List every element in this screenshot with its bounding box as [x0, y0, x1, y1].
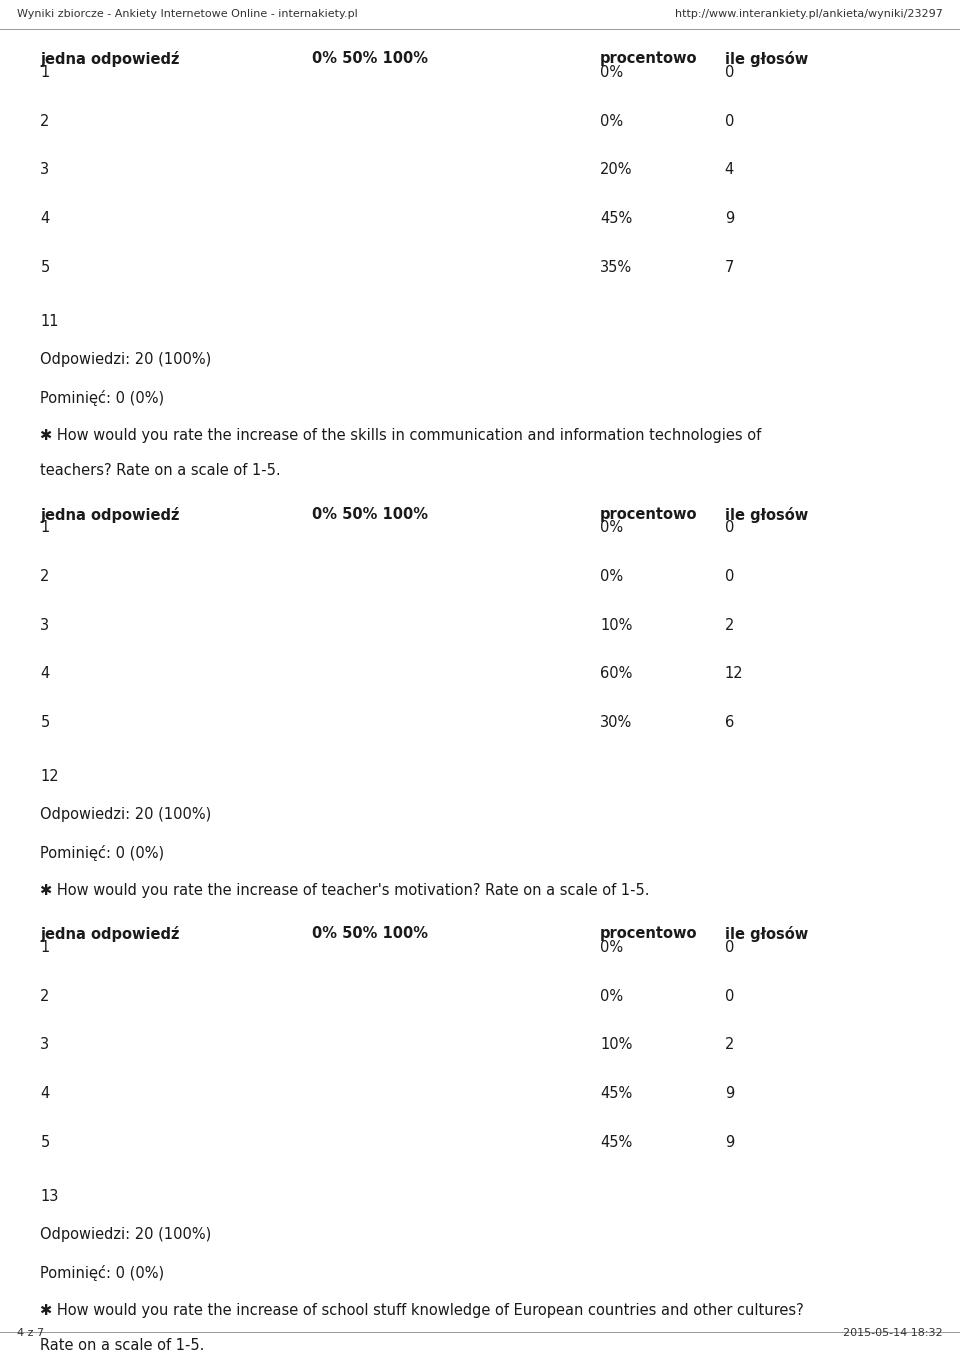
- Text: 2: 2: [40, 569, 50, 584]
- Text: Wyniki zbiorcze - Ankiety Internetowe Online - internakiety.pl: Wyniki zbiorcze - Ankiety Internetowe On…: [17, 9, 358, 19]
- Text: Pominięć: 0 (0%): Pominięć: 0 (0%): [40, 1265, 164, 1281]
- Text: ✱ How would you rate the increase of the skills in communication and information: ✱ How would you rate the increase of the…: [40, 428, 761, 443]
- Text: 4: 4: [40, 211, 50, 226]
- Text: Odpowiedzi: 20 (100%): Odpowiedzi: 20 (100%): [40, 352, 211, 367]
- Text: 0%: 0%: [600, 114, 623, 129]
- Text: 4: 4: [725, 162, 734, 177]
- Text: ile głosów: ile głosów: [725, 926, 808, 942]
- Text: jedna odpowiedź: jedna odpowiedź: [40, 51, 180, 68]
- Text: 0% 50% 100%: 0% 50% 100%: [312, 926, 427, 941]
- Text: Rate on a scale of 1-5.: Rate on a scale of 1-5.: [40, 1338, 204, 1353]
- Text: 3: 3: [40, 617, 50, 632]
- Text: jedna odpowiedź: jedna odpowiedź: [40, 506, 180, 523]
- Text: 9: 9: [725, 211, 734, 226]
- Text: 12: 12: [725, 666, 743, 681]
- Text: 60%: 60%: [600, 666, 633, 681]
- Text: Odpowiedzi: 20 (100%): Odpowiedzi: 20 (100%): [40, 807, 211, 822]
- Text: 0% 50% 100%: 0% 50% 100%: [312, 506, 427, 521]
- Text: procentowo: procentowo: [600, 51, 698, 66]
- Text: ile głosów: ile głosów: [725, 506, 808, 523]
- Text: 30%: 30%: [600, 715, 633, 730]
- Text: 6: 6: [725, 715, 734, 730]
- Text: 12: 12: [40, 769, 59, 784]
- Text: 45%: 45%: [600, 211, 633, 226]
- Text: 5: 5: [40, 1135, 50, 1150]
- Text: 35%: 35%: [600, 260, 632, 275]
- Text: 2015-05-14 18:32: 2015-05-14 18:32: [843, 1328, 943, 1338]
- Text: 0% 50% 100%: 0% 50% 100%: [312, 51, 427, 66]
- Text: 3: 3: [40, 162, 50, 177]
- Text: 13: 13: [40, 1189, 59, 1204]
- Text: ✱ How would you rate the increase of teacher's motivation? Rate on a scale of 1-: ✱ How would you rate the increase of tea…: [40, 883, 650, 898]
- Text: 9: 9: [725, 1086, 734, 1101]
- Text: 0: 0: [725, 114, 734, 129]
- Text: 1: 1: [40, 65, 50, 80]
- Text: 0: 0: [725, 940, 734, 955]
- Text: 45%: 45%: [600, 1135, 633, 1150]
- Text: procentowo: procentowo: [600, 926, 698, 941]
- Text: teachers? Rate on a scale of 1-5.: teachers? Rate on a scale of 1-5.: [40, 463, 281, 478]
- Text: 0%: 0%: [600, 520, 623, 535]
- Text: 7: 7: [725, 260, 734, 275]
- Text: Odpowiedzi: 20 (100%): Odpowiedzi: 20 (100%): [40, 1227, 211, 1242]
- Text: 4: 4: [40, 666, 50, 681]
- Text: 10%: 10%: [600, 617, 633, 632]
- Text: jedna odpowiedź: jedna odpowiedź: [40, 926, 180, 942]
- Text: 11: 11: [40, 314, 59, 329]
- Text: Pominięć: 0 (0%): Pominięć: 0 (0%): [40, 845, 164, 861]
- Text: 5: 5: [40, 715, 50, 730]
- Text: 0: 0: [725, 520, 734, 535]
- Text: 2: 2: [40, 114, 50, 129]
- Text: 0: 0: [725, 65, 734, 80]
- Text: 9: 9: [725, 1135, 734, 1150]
- Text: 20%: 20%: [600, 162, 633, 177]
- Text: 0%: 0%: [600, 988, 623, 1003]
- Text: 4 z 7: 4 z 7: [17, 1328, 44, 1338]
- Text: 0%: 0%: [600, 65, 623, 80]
- Text: 2: 2: [725, 617, 734, 632]
- Text: http://www.interankiety.pl/ankieta/wyniki/23297: http://www.interankiety.pl/ankieta/wynik…: [675, 9, 943, 19]
- Text: ile głosów: ile głosów: [725, 51, 808, 68]
- Text: 0%: 0%: [600, 569, 623, 584]
- Text: 2: 2: [40, 988, 50, 1003]
- Text: 0: 0: [725, 569, 734, 584]
- Text: 3: 3: [40, 1037, 50, 1052]
- Text: 0%: 0%: [600, 940, 623, 955]
- Text: 2: 2: [725, 1037, 734, 1052]
- Text: ✱ How would you rate the increase of school stuff knowledge of European countrie: ✱ How would you rate the increase of sch…: [40, 1303, 804, 1319]
- Text: 1: 1: [40, 940, 50, 955]
- Text: 10%: 10%: [600, 1037, 633, 1052]
- Text: 4: 4: [40, 1086, 50, 1101]
- Text: 0: 0: [725, 988, 734, 1003]
- Text: procentowo: procentowo: [600, 506, 698, 521]
- Text: 1: 1: [40, 520, 50, 535]
- Text: 5: 5: [40, 260, 50, 275]
- Text: Pominięć: 0 (0%): Pominięć: 0 (0%): [40, 390, 164, 406]
- Text: 45%: 45%: [600, 1086, 633, 1101]
